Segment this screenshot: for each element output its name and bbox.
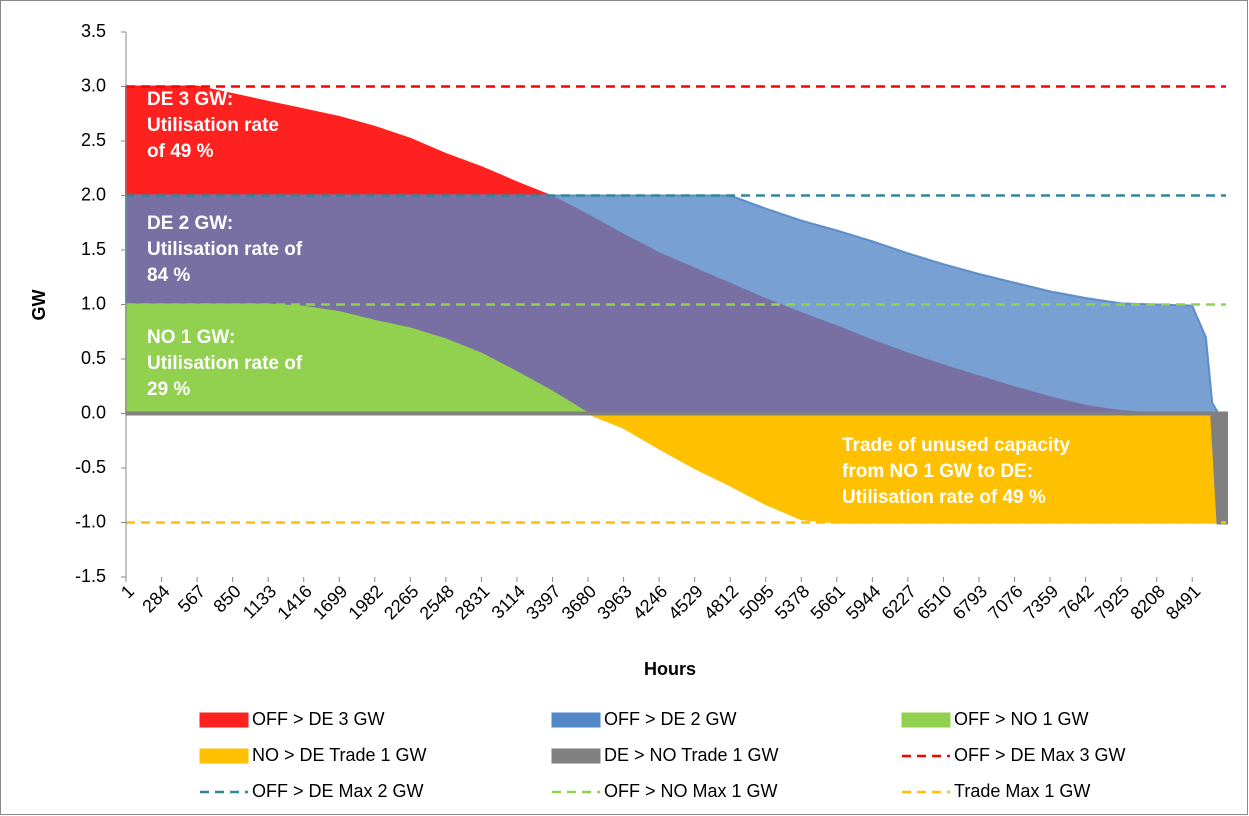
legend-label: Trade Max 1 GW bbox=[954, 781, 1090, 801]
annotation: Trade of unused capacity bbox=[842, 435, 1070, 456]
annotation: of 49 % bbox=[147, 141, 214, 162]
legend-swatch bbox=[199, 712, 249, 728]
y-tick-label: 3.5 bbox=[81, 21, 106, 41]
y-tick-label: -0.5 bbox=[75, 457, 106, 477]
y-tick-label: 1.0 bbox=[81, 293, 106, 313]
annotation: Utilisation rate of bbox=[147, 239, 303, 260]
annotation: 84 % bbox=[147, 265, 190, 286]
legend-label: OFF > DE 3 GW bbox=[252, 709, 385, 729]
legend-label: OFF > NO Max 1 GW bbox=[604, 781, 778, 801]
legend-label: NO > DE Trade 1 GW bbox=[252, 745, 427, 765]
area bbox=[126, 411, 1228, 525]
annotation: Utilisation rate bbox=[147, 115, 279, 136]
annotation: DE 3 GW: bbox=[147, 89, 233, 110]
y-tick-label: 0.0 bbox=[81, 402, 106, 422]
y-tick-label: 0.5 bbox=[81, 348, 106, 368]
y-tick-label: 2.0 bbox=[81, 184, 106, 204]
x-axis-title: Hours bbox=[644, 659, 696, 679]
legend-label: DE > NO Trade 1 GW bbox=[604, 745, 779, 765]
legend-label: OFF > DE 2 GW bbox=[604, 709, 737, 729]
annotation: NO 1 GW: bbox=[147, 327, 235, 348]
annotation: Utilisation rate of 49 % bbox=[842, 487, 1046, 508]
legend-swatch bbox=[199, 748, 249, 764]
annotation: from NO 1 GW to DE: bbox=[842, 461, 1033, 482]
legend-swatch bbox=[551, 712, 601, 728]
y-tick-label: 1.5 bbox=[81, 239, 106, 259]
legend-label: OFF > NO 1 GW bbox=[954, 709, 1089, 729]
legend-swatch bbox=[551, 748, 601, 764]
y-tick-label: -1.5 bbox=[75, 566, 106, 586]
legend-label: OFF > DE Max 3 GW bbox=[954, 745, 1126, 765]
annotation: DE 2 GW: bbox=[147, 213, 233, 234]
y-tick-label: 2.5 bbox=[81, 130, 106, 150]
y-tick-label: -1.0 bbox=[75, 511, 106, 531]
annotation: 29 % bbox=[147, 379, 190, 400]
legend-swatch bbox=[901, 712, 951, 728]
y-axis-title: GW bbox=[29, 289, 49, 320]
y-tick-label: 3.0 bbox=[81, 75, 106, 95]
legend-label: OFF > DE Max 2 GW bbox=[252, 781, 424, 801]
annotation: Utilisation rate of bbox=[147, 353, 303, 374]
